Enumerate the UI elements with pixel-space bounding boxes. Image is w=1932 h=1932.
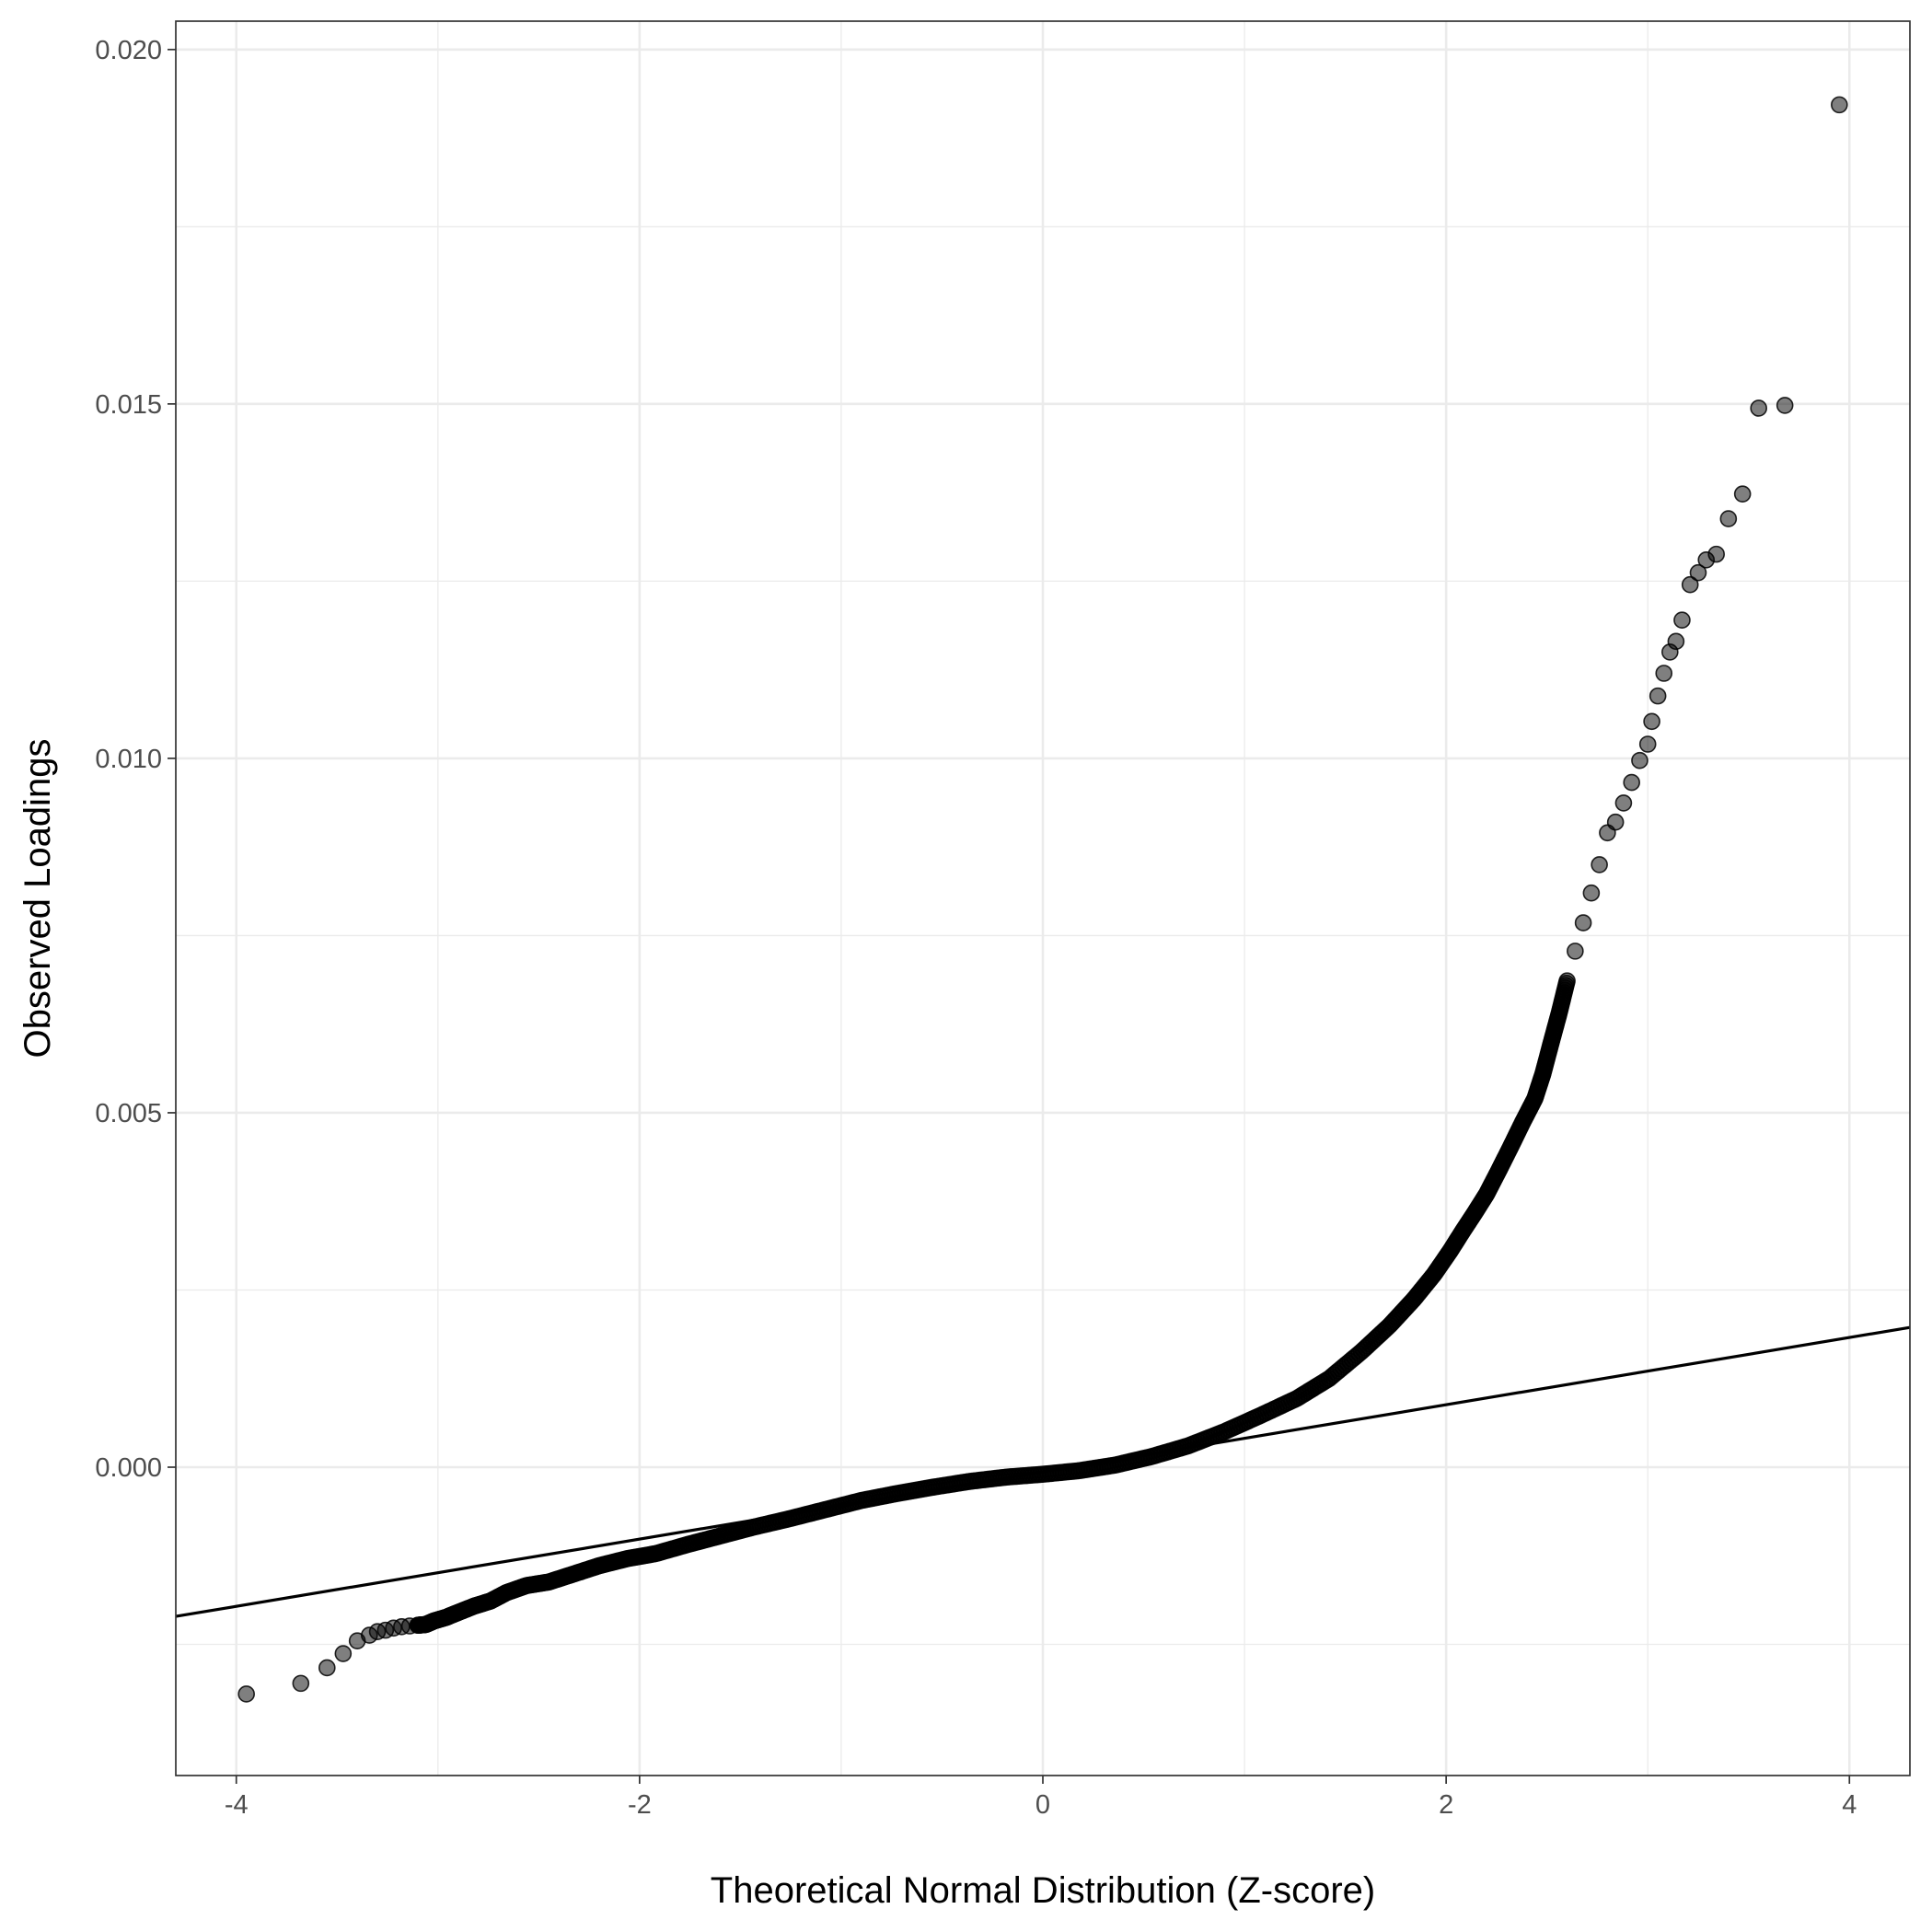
data-point [1776, 397, 1794, 414]
data-point [1750, 399, 1767, 417]
data-point [1638, 735, 1657, 753]
x-axis-title: Theoretical Normal Distribution (Z-score… [711, 1870, 1375, 1911]
data-point [1643, 712, 1660, 731]
data-point [1591, 856, 1608, 873]
data-point [1574, 914, 1592, 931]
x-tick-label: 2 [1439, 1790, 1453, 1820]
data-point [1831, 96, 1848, 114]
data-point [1623, 773, 1640, 792]
y-tick-label: 0.010 [95, 745, 162, 774]
data-point [1707, 545, 1725, 563]
y-tick-label: 0.005 [95, 1099, 162, 1128]
x-tick-label: 0 [1035, 1790, 1050, 1820]
data-point [1667, 632, 1685, 651]
y-tick-label: 0.020 [95, 36, 162, 65]
data-point [237, 1685, 255, 1703]
data-point [1631, 751, 1649, 769]
data-point [1733, 485, 1752, 503]
data-point [1655, 665, 1673, 682]
data-point [334, 1645, 353, 1662]
data-point [1558, 972, 1576, 990]
data-point [1719, 510, 1738, 527]
x-tick-label: -2 [628, 1790, 652, 1820]
data-point [1689, 563, 1707, 582]
y-axis-ticks: 0.000 0.005 0.010 0.015 0.020 [95, 36, 176, 1483]
data-point [1649, 687, 1667, 705]
data-point [292, 1674, 310, 1693]
x-axis-ticks: -4 -2 0 2 4 [225, 1776, 1857, 1820]
data-point [1673, 611, 1691, 630]
data-point [318, 1659, 336, 1677]
data-point [1614, 794, 1633, 812]
y-tick-label: 0.015 [95, 390, 162, 420]
x-tick-label: 4 [1842, 1790, 1857, 1820]
data-points [237, 96, 1848, 1703]
data-point [1582, 884, 1601, 902]
data-point [1606, 813, 1625, 831]
y-tick-label: 0.000 [95, 1453, 162, 1483]
grid-lines [176, 21, 1910, 1776]
data-point [1681, 575, 1699, 594]
data-point [1567, 943, 1584, 960]
y-axis-title: Observed Loadings [17, 739, 58, 1059]
x-tick-label: -4 [225, 1790, 249, 1820]
